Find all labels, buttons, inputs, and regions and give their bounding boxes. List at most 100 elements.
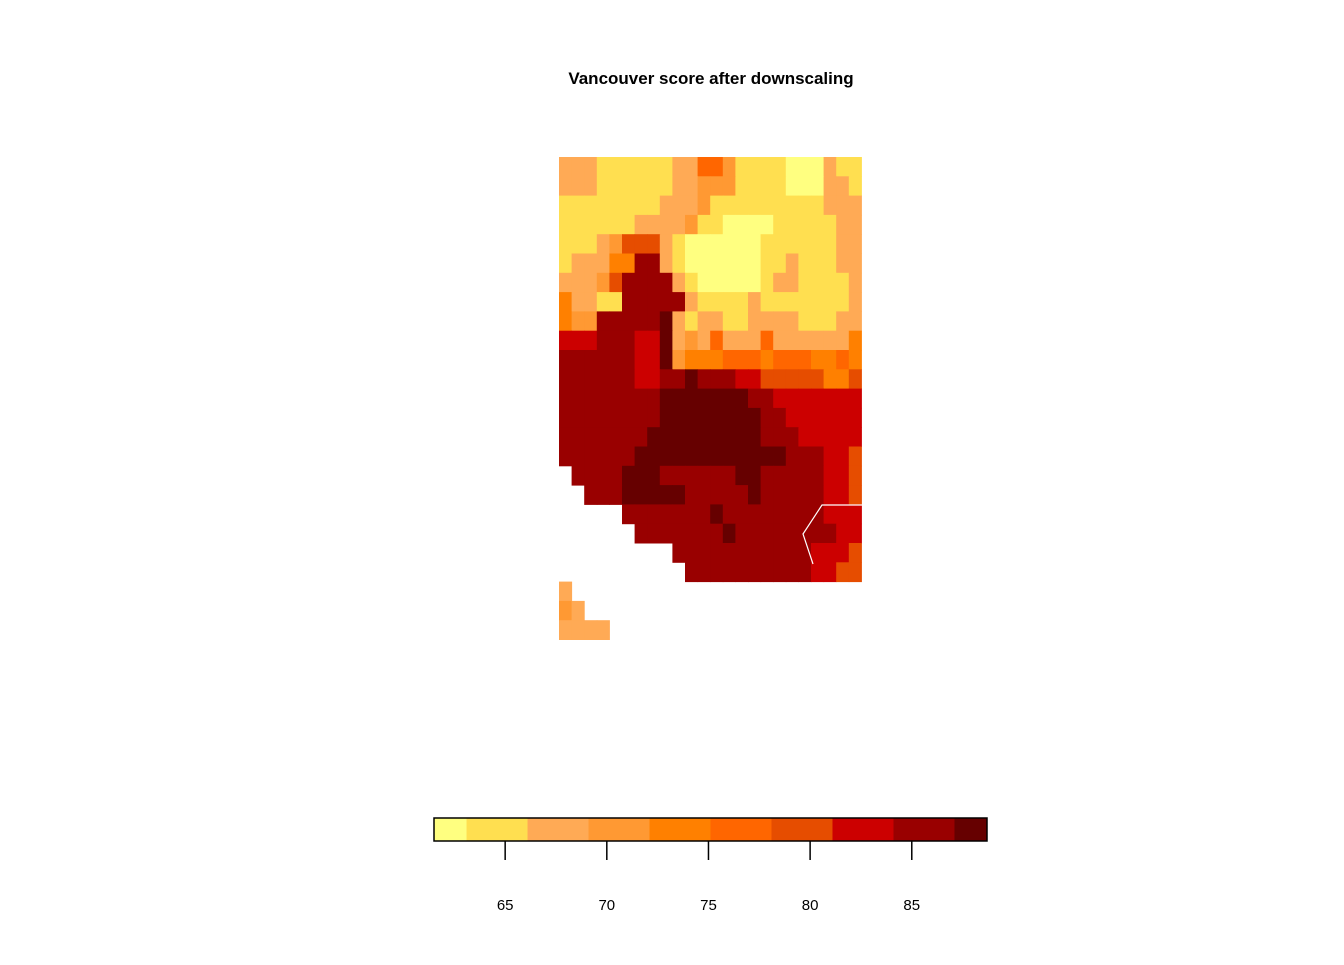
- heatmap-cell: [659, 157, 673, 177]
- heatmap-cell: [659, 485, 673, 505]
- heatmap-cell: [710, 234, 724, 254]
- heatmap-cell: [773, 543, 787, 563]
- heatmap-cell: [848, 562, 862, 583]
- heatmap-cell: [748, 485, 762, 505]
- heatmap-cell: [722, 446, 736, 467]
- heatmap-cell: [659, 523, 673, 544]
- heatmap-cell: [634, 311, 648, 332]
- heatmap-cell: [848, 427, 862, 447]
- heatmap-cell: [685, 176, 699, 197]
- heatmap-cell: [773, 446, 787, 467]
- heatmap-cell: [685, 292, 699, 312]
- heatmap-cell: [773, 427, 787, 447]
- heatmap-cell: [622, 407, 636, 428]
- heatmap-cell: [710, 369, 724, 390]
- heatmap-cell: [596, 427, 610, 447]
- legend-tick-label: 65: [497, 897, 514, 914]
- heatmap-cell: [836, 465, 850, 486]
- heatmap-cell: [559, 600, 573, 621]
- heatmap-cell: [785, 465, 799, 486]
- heatmap-cell: [811, 465, 825, 486]
- heatmap-cell: [773, 562, 787, 583]
- heatmap-cell: [634, 330, 648, 351]
- heatmap-cell: [571, 407, 585, 428]
- heatmap-cell: [785, 176, 799, 197]
- heatmap-cell: [647, 253, 661, 274]
- heatmap-cell: [710, 214, 724, 235]
- heatmap-cell: [836, 330, 850, 351]
- heatmap-cell: [559, 369, 573, 390]
- heatmap-cell: [697, 292, 711, 312]
- heatmap-cell: [659, 234, 673, 254]
- heatmap-cell: [811, 369, 825, 390]
- heatmap-cell: [584, 407, 598, 428]
- heatmap-cell: [735, 214, 749, 235]
- heatmap-cell: [634, 523, 648, 544]
- heatmap-cell: [685, 253, 699, 274]
- heatmap-cell: [811, 388, 825, 409]
- heatmap-cell: [748, 330, 762, 351]
- heatmap-cell: [848, 504, 862, 525]
- heatmap-cell: [685, 523, 699, 544]
- heatmap-cell: [672, 253, 686, 274]
- heatmap-cell: [823, 446, 837, 467]
- heatmap-cell: [722, 562, 736, 583]
- heatmap-cell: [811, 562, 825, 583]
- heatmap-cell: [760, 465, 774, 486]
- heatmap-cell: [848, 465, 862, 486]
- heatmap-cell: [571, 214, 585, 235]
- heatmap-cell: [798, 388, 812, 409]
- heatmap-cell: [811, 157, 825, 177]
- heatmap-cell: [710, 330, 724, 351]
- heatmap-cell: [735, 176, 749, 197]
- heatmap-cell: [785, 504, 799, 525]
- heatmap-cell: [735, 485, 749, 505]
- heatmap-cell: [773, 388, 787, 409]
- heatmap-cell: [584, 253, 598, 274]
- heatmap-cell: [659, 427, 673, 447]
- heatmap-cell: [571, 195, 585, 216]
- heatmap-cell: [634, 350, 648, 370]
- legend-color-bin: [893, 818, 955, 841]
- heatmap-cell: [584, 388, 598, 409]
- heatmap-cell: [748, 427, 762, 447]
- heatmap-cell: [710, 446, 724, 467]
- heatmap-cell: [685, 446, 699, 467]
- heatmap-cell: [823, 504, 837, 525]
- legend-color-bin: [710, 818, 772, 841]
- heatmap-cell: [584, 292, 598, 312]
- heatmap-cell: [672, 195, 686, 216]
- heatmap-cell: [685, 350, 699, 370]
- heatmap-cell: [773, 157, 787, 177]
- heatmap-cell: [672, 330, 686, 351]
- heatmap-cell: [622, 272, 636, 293]
- heatmap-cell: [659, 388, 673, 409]
- heatmap-cell: [798, 485, 812, 505]
- heatmap-cell: [836, 234, 850, 254]
- heatmap-cell: [710, 157, 724, 177]
- heatmap-cell: [836, 562, 850, 583]
- legend-color-bin: [588, 818, 650, 841]
- heatmap-cell: [785, 562, 799, 583]
- heatmap-cell: [798, 272, 812, 293]
- heatmap-cell: [748, 176, 762, 197]
- heatmap-cell: [584, 446, 598, 467]
- heatmap-cell: [672, 465, 686, 486]
- heatmap-cell: [559, 311, 573, 332]
- heatmap-cell: [735, 272, 749, 293]
- heatmap-cell: [697, 446, 711, 467]
- heatmap-cell: [710, 311, 724, 332]
- heatmap-cell: [760, 504, 774, 525]
- heatmap-cell: [672, 446, 686, 467]
- heatmap-cell: [571, 253, 585, 274]
- heatmap-cell: [634, 388, 648, 409]
- heatmap-cell: [798, 195, 812, 216]
- heatmap-cell: [760, 234, 774, 254]
- heatmap-cell: [785, 427, 799, 447]
- heatmap-cell: [622, 465, 636, 486]
- heatmap-cell: [596, 446, 610, 467]
- heatmap-cell: [672, 427, 686, 447]
- heatmap-cell: [798, 446, 812, 467]
- heatmap-cell: [836, 157, 850, 177]
- heatmap-cell: [697, 485, 711, 505]
